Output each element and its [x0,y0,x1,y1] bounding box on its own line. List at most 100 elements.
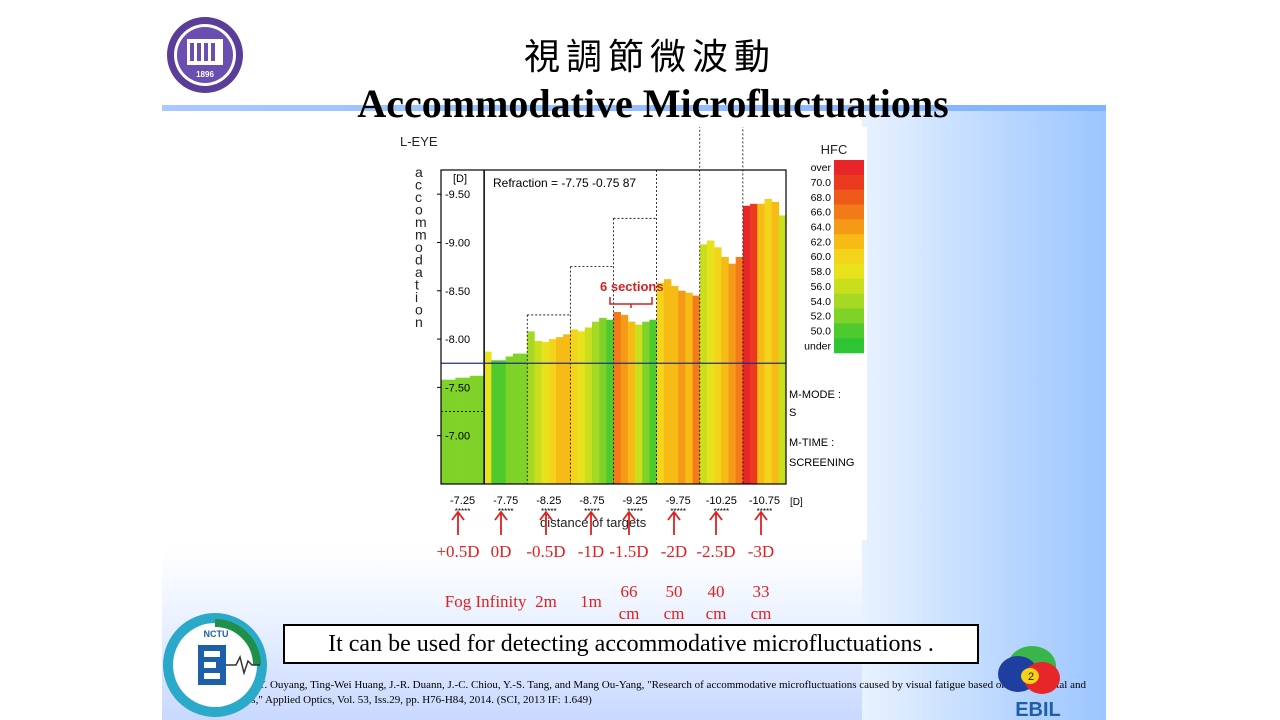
y-tick-label--7.50: -7.50 [445,382,470,394]
legend-label-70.0: 70.0 [811,177,832,189]
m-time-value: SCREENING [789,457,854,469]
nctu-logo-text: NCTU [204,629,229,639]
bar--10.75-5 [771,201,780,484]
y-tick-label--8.00: -8.00 [445,334,470,346]
target-arrow-icon [731,510,791,541]
target-arrow-icon [516,510,576,541]
x-tick-label--8.25: -8.25 [536,495,561,507]
x-tick-stars--10.25: ***** [714,507,730,516]
bar--7.25-6 [476,375,485,484]
target-distance-label: 66 cm [618,582,640,623]
sections-annotation: 6 sections [600,279,664,294]
legend-label-under: under [804,340,831,352]
bar--10.25-1 [699,244,708,484]
bar--8.75-1 [570,329,578,484]
bar--7.25-3 [455,377,463,484]
y-tick-label--9.50: -9.50 [445,189,470,201]
bar--8.75-2 [577,331,586,484]
bar--7.25-1 [441,379,449,484]
x-tick-stars--9.75: ***** [670,507,686,516]
bar--10.75-6 [778,215,787,484]
bar--10.25-4 [721,256,729,484]
university-seal-logo: 1896 [167,17,243,93]
bar--10.25-5 [728,263,736,484]
target-arrow-icon [471,510,531,541]
legend-swatch-52.0 [834,308,864,324]
target-arrow-icon [428,510,488,541]
legend-swatch-50.0 [834,323,864,339]
target-diopter-label: -1D [577,542,605,561]
bar--8.25-5 [556,337,564,484]
target-diopter-label: -0.5D [526,542,566,561]
bar--10.75-2 [750,203,758,484]
legend-swatch-66.0 [834,204,864,220]
legend-label-52.0: 52.0 [811,311,832,323]
x-axis-label: distance of targets [540,515,647,530]
target-arrow-icon [686,510,746,541]
panel-label: L-EYE [400,134,438,149]
bar--9.75-1 [656,283,665,484]
target-diopter-label: -3D [747,542,775,561]
bar--9.25-1 [613,312,621,484]
legend-label-62.0: 62.0 [811,236,832,248]
slide-background-accent [862,106,1106,720]
nctu-ebil-logo: NCTU [163,613,267,717]
legend-swatch-62.0 [834,234,864,250]
bar--7.75-1 [484,351,492,484]
bar--9.75-2 [663,279,672,484]
bar--7.75-4 [505,356,514,484]
legend-title: HFC [821,142,848,157]
x-tick-label--9.75: -9.75 [666,495,691,507]
bar--9.25-5 [642,321,650,484]
bar--8.75-5 [599,317,607,484]
m-mode-label: M-MODE : [789,389,841,401]
m-time-label: M-TIME : [789,437,834,449]
slide-title-chinese: 視調節微波動 [523,37,776,78]
legend-swatch-58.0 [834,263,864,280]
target-diopter-label: 0D [490,542,512,561]
bar--7.75-2 [491,360,499,484]
x-tick-label--7.25: -7.25 [450,495,475,507]
bar--7.75-6 [520,353,528,484]
target-diopter-label: -1.5D [609,542,649,561]
x-unit-label: [D] [790,497,803,508]
bar--9.25-3 [627,321,636,484]
conclusion-note: It can be used for detecting accommodati… [283,624,979,664]
seal-year: 1896 [196,70,214,79]
target-diopter-label: -2.5D [696,542,736,561]
bar--8.25-3 [541,341,550,484]
y-tick-label--9.00: -9.00 [445,237,470,249]
ebil-logo-text: EBIL [1015,699,1061,720]
legend-label-58.0: 58.0 [811,266,832,278]
target-distance-label: Fog [444,592,472,611]
target-distance-label: 1m [580,592,602,611]
y-tick-label--7.00: -7.00 [445,431,470,443]
x-tick-label--7.75: -7.75 [493,495,518,507]
bar--7.25-4 [462,377,471,484]
x-tick-label--10.75: -10.75 [749,495,780,507]
bar--7.25-2 [448,379,456,484]
bar--9.75-4 [678,290,686,484]
x-tick-label--10.25: -10.25 [706,495,737,507]
target-distance-label: 2m [535,592,557,611]
legend-label-54.0: 54.0 [811,296,832,308]
bar--8.25-1 [527,331,535,484]
target-diopter-label: -2D [660,542,688,561]
bar--9.25-4 [635,324,643,484]
bar--10.25-2 [706,240,715,484]
bar--10.25-3 [714,247,722,484]
bar--10.75-4 [764,198,772,484]
x-tick-stars--10.75: ***** [757,507,773,516]
bar--9.75-6 [692,295,701,484]
refraction-readout: Refraction = -7.75 -0.75 87 [493,176,636,190]
legend-swatch-68.0 [834,189,864,205]
bar--8.75-6 [606,319,614,484]
x-tick-stars--8.75: ***** [584,507,600,516]
x-tick-stars--9.25: ***** [627,507,643,516]
legend-swatch-64.0 [834,219,864,235]
target-distance-label: 40 cm [705,582,727,623]
target-distance-label: Infinity [475,592,527,611]
